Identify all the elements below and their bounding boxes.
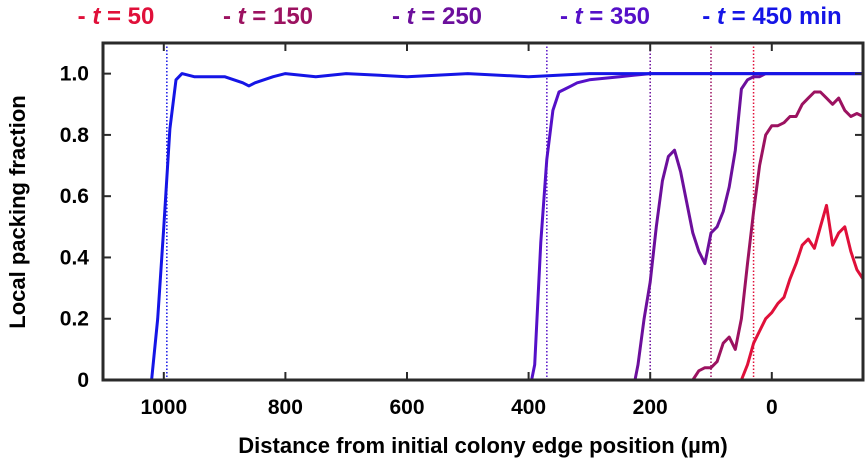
- series-line-3: [101, 72, 865, 382]
- y-axis-label: Local packing fraction: [5, 95, 30, 329]
- series-line-4: [101, 72, 865, 382]
- legend-entry-3: - t = 350: [560, 3, 650, 30]
- legend-entry-1: - t = 150: [223, 3, 313, 30]
- x-tick-label: 800: [268, 396, 303, 419]
- y-tick-label: 0.2: [60, 308, 89, 331]
- front-markers: [166, 43, 755, 380]
- series-line-1: [101, 90, 865, 382]
- plot-frame: [101, 41, 865, 382]
- x-tick-label: 400: [511, 396, 546, 419]
- x-tick-label: 0: [766, 396, 778, 419]
- series-line-2: [101, 72, 865, 382]
- x-axis-label: Distance from initial colony edge positi…: [238, 433, 727, 458]
- y-tick-label: 0.4: [60, 246, 90, 269]
- y-tick-label: 0: [77, 369, 89, 392]
- y-tick-label: 1.0: [60, 63, 89, 86]
- x-tick-label: 200: [633, 396, 668, 419]
- x-tick-label: 600: [389, 396, 424, 419]
- y-tick-label: 0.8: [60, 124, 90, 147]
- series-line-0: [101, 203, 865, 382]
- legend-entry-4: - t = 450 min: [702, 3, 841, 30]
- legend-entry-0: - t = 50: [78, 3, 155, 30]
- x-tick-label: 1000: [140, 396, 187, 419]
- legend: - t = 50 - t = 150 - t = 250 - t = 350 - t =…: [78, 3, 842, 30]
- legend-entry-2: - t = 250: [392, 3, 482, 30]
- series-lines: [101, 72, 865, 382]
- axis-ticks: 1000 800 600 400 200 0 0 0.2 0.4 0.6 0.8 1.0: [60, 43, 863, 419]
- y-tick-label: 0.6: [60, 185, 89, 208]
